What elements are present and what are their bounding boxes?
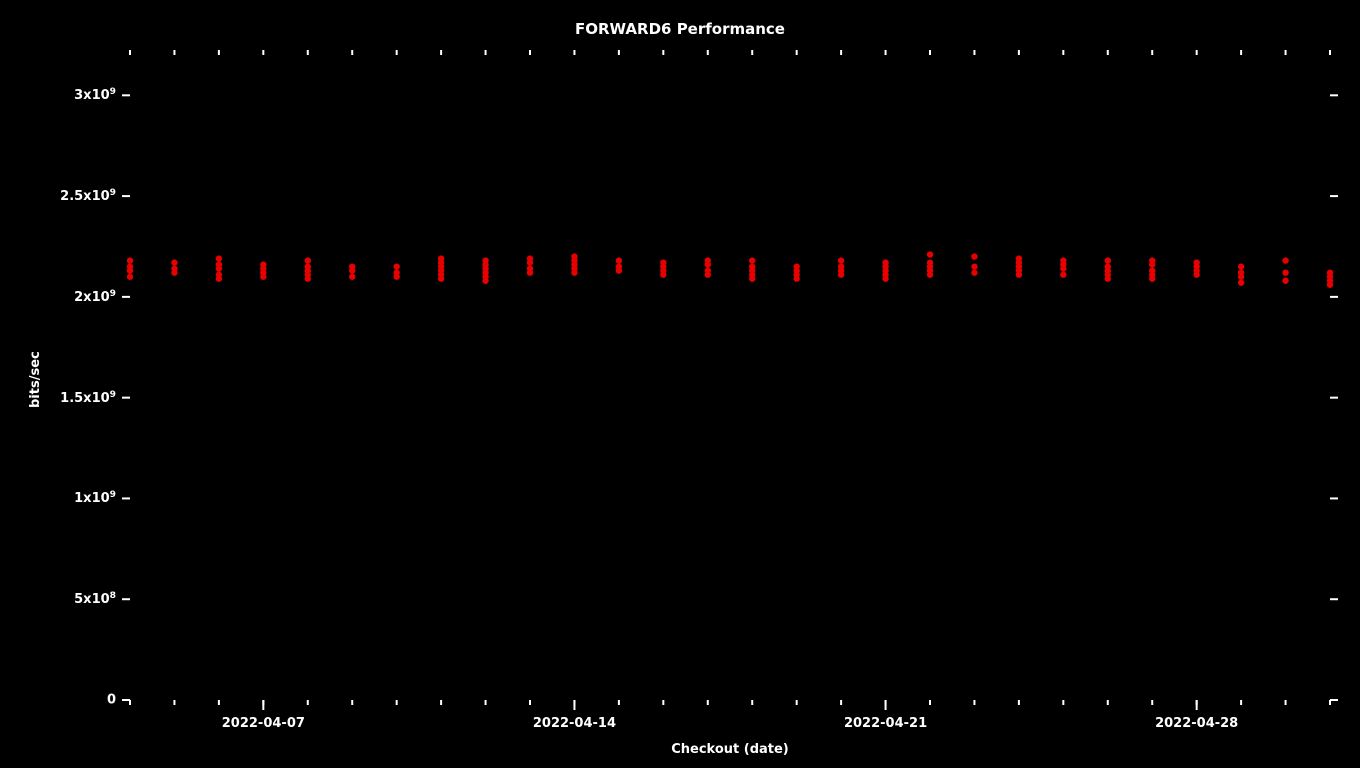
- data-point: [749, 257, 755, 263]
- data-point: [1282, 269, 1288, 275]
- data-point: [216, 265, 222, 271]
- x-tick-label: 2022-04-21: [844, 716, 927, 731]
- data-point: [527, 259, 533, 265]
- data-point: [571, 269, 577, 275]
- data-point: [349, 267, 355, 273]
- data-point: [127, 267, 133, 273]
- data-point: [838, 257, 844, 263]
- data-point: [1060, 272, 1066, 278]
- y-tick-label: 0: [107, 693, 116, 708]
- y-tick-label: 1x109: [74, 490, 116, 506]
- data-point: [1282, 278, 1288, 284]
- data-point: [171, 269, 177, 275]
- data-point: [1149, 261, 1155, 267]
- data-point: [1149, 276, 1155, 282]
- data-point: [127, 274, 133, 280]
- data-point: [1016, 272, 1022, 278]
- data-point: [393, 263, 399, 269]
- data-point: [216, 276, 222, 282]
- y-tick-label: 2.5x109: [60, 188, 116, 204]
- data-point: [971, 253, 977, 259]
- y-tick-label: 2x109: [74, 289, 116, 305]
- y-tick-label: 3x109: [74, 87, 116, 103]
- data-point: [393, 274, 399, 280]
- chart-svg: [0, 0, 1360, 768]
- data-point: [260, 274, 266, 280]
- data-point: [616, 257, 622, 263]
- data-point: [1193, 272, 1199, 278]
- data-point: [927, 251, 933, 257]
- data-point: [749, 276, 755, 282]
- data-point: [838, 272, 844, 278]
- data-point: [705, 261, 711, 267]
- x-tick-label: 2022-04-14: [533, 716, 616, 731]
- data-point: [1060, 265, 1066, 271]
- data-point: [1327, 282, 1333, 288]
- data-point: [216, 255, 222, 261]
- x-axis-label: Checkout (date): [130, 742, 1330, 757]
- data-point: [1238, 280, 1244, 286]
- data-point: [438, 276, 444, 282]
- data-point: [616, 267, 622, 273]
- chart-container: FORWARD6 Performance bits/sec Checkout (…: [0, 0, 1360, 768]
- data-point: [527, 269, 533, 275]
- data-point: [971, 263, 977, 269]
- data-point: [305, 257, 311, 263]
- data-point: [1282, 257, 1288, 263]
- x-tick-label: 2022-04-28: [1155, 716, 1238, 731]
- data-point: [660, 272, 666, 278]
- data-point: [1105, 276, 1111, 282]
- data-point: [482, 278, 488, 284]
- y-tick-label: 5x108: [74, 591, 116, 607]
- data-point: [705, 272, 711, 278]
- data-point: [1238, 274, 1244, 280]
- data-point: [1238, 263, 1244, 269]
- data-point: [349, 274, 355, 280]
- data-point: [127, 257, 133, 263]
- data-point: [1105, 257, 1111, 263]
- x-tick-label: 2022-04-07: [222, 716, 305, 731]
- y-axis-label: bits/sec: [28, 351, 43, 408]
- data-point: [793, 276, 799, 282]
- data-point: [171, 259, 177, 265]
- data-point: [971, 269, 977, 275]
- data-point: [882, 276, 888, 282]
- data-point: [305, 276, 311, 282]
- y-tick-label: 1.5x109: [60, 389, 116, 405]
- data-point: [927, 272, 933, 278]
